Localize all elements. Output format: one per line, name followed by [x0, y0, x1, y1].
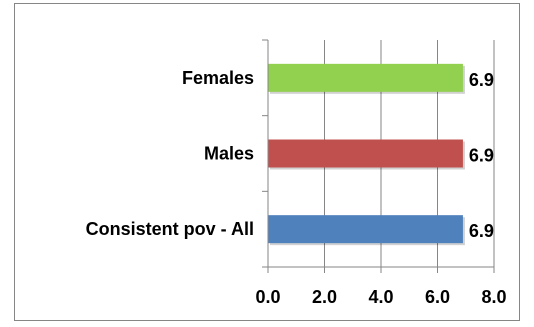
x-tick-label: 0.0 — [255, 287, 280, 307]
x-tick-label: 6.0 — [425, 287, 450, 307]
bar — [268, 139, 463, 168]
category-label: Males — [204, 144, 254, 164]
category-label: Consistent pov - All — [86, 219, 254, 239]
axes — [262, 39, 495, 273]
value-label: 6.9 — [469, 221, 494, 241]
bar — [268, 63, 463, 92]
x-tick-label: 4.0 — [368, 287, 393, 307]
labels: 0.0 2.0 4.0 6.0 8.0 Females 6.9 Males 6.9 Consist… — [86, 68, 507, 307]
x-tick-label: 2.0 — [312, 287, 337, 307]
value-label: 6.9 — [469, 146, 494, 166]
bar — [268, 215, 463, 244]
x-tick-label: 8.0 — [481, 287, 506, 307]
category-label: Females — [182, 68, 254, 88]
bars — [268, 63, 465, 246]
value-label: 6.9 — [469, 70, 494, 90]
